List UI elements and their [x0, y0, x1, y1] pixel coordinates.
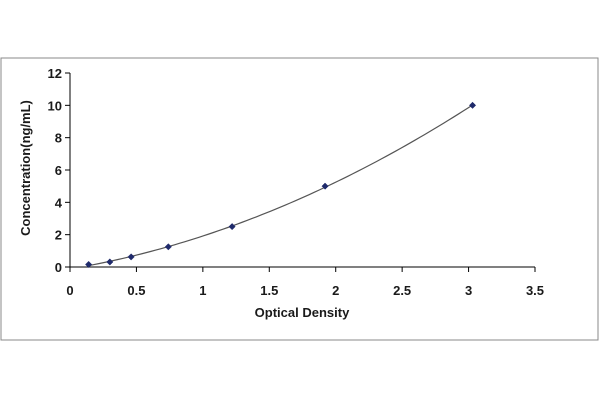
x-tick-label: 2.5 — [393, 283, 411, 298]
x-tick-label: 0 — [66, 283, 73, 298]
y-tick-label: 4 — [55, 195, 63, 210]
y-tick-label: 10 — [48, 98, 62, 113]
data-point — [164, 243, 172, 251]
data-point — [106, 258, 114, 266]
y-tick-label: 0 — [55, 260, 62, 275]
x-tick-label: 2 — [332, 283, 339, 298]
x-tick-label: 3.5 — [526, 283, 544, 298]
x-tick-label: 1 — [199, 283, 206, 298]
y-tick-label: 6 — [55, 163, 62, 178]
y-tick-label: 12 — [48, 66, 62, 81]
fitted-curve — [88, 104, 473, 267]
data-point — [85, 260, 93, 269]
x-axis-title: Optical Density — [255, 305, 350, 320]
x-tick-label: 0.5 — [127, 283, 145, 298]
x-tick-label: 1.5 — [260, 283, 278, 298]
y-tick-label: 8 — [55, 131, 62, 146]
data-point — [228, 223, 236, 231]
chart-border — [0, 57, 599, 341]
plot-area: 0 0.5 1 1.5 2 2.5 3 3.5 0 2 4 6 8 10 12 — [0, 57, 599, 341]
y-tick-label: 2 — [55, 228, 62, 243]
x-tick-label: 3 — [465, 283, 472, 298]
data-point — [321, 182, 329, 190]
data-point — [469, 101, 477, 109]
data-point — [127, 253, 135, 261]
y-axis-title: Concentration(ng/mL) — [18, 100, 33, 236]
